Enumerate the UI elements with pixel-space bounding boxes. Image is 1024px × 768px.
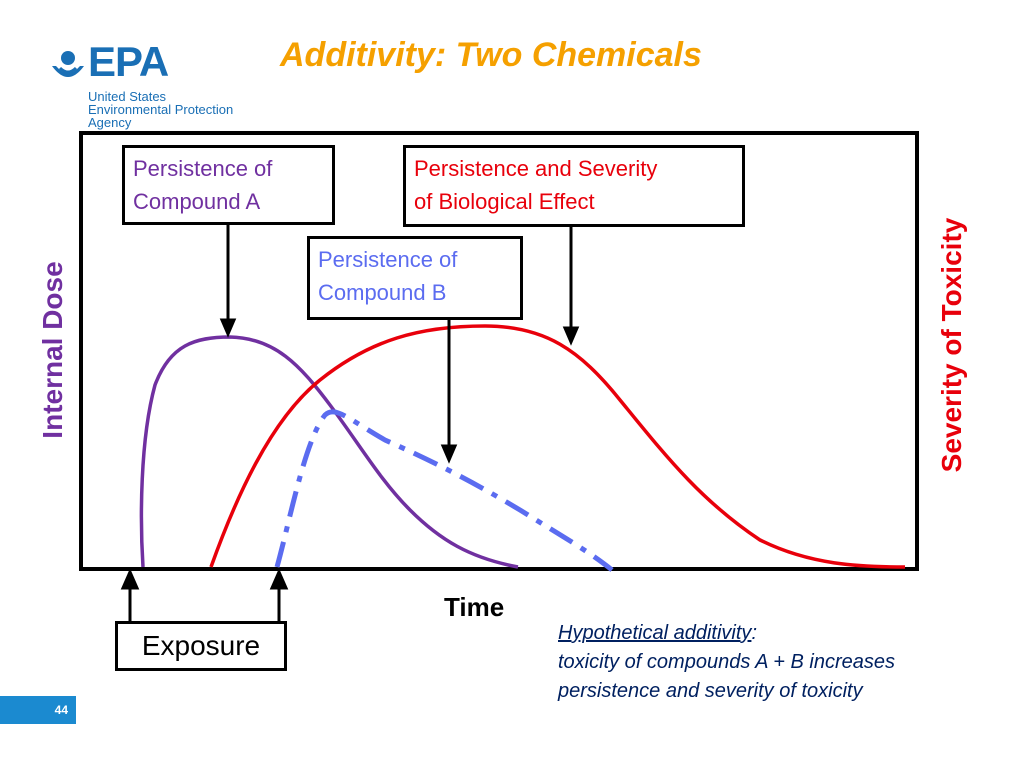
exposure-box: Exposure: [115, 621, 287, 671]
epa-logo-line-1: United States: [88, 89, 167, 104]
page-number: 44: [54, 703, 68, 717]
epa-logo-line-3: Agency: [88, 115, 132, 130]
page-number-bar: 44: [0, 696, 76, 724]
y-axis-label-left: Internal Dose: [37, 261, 68, 439]
epa-seal-icon: [52, 51, 84, 77]
callout-compound-a-line-1: Persistence of: [133, 156, 273, 181]
note-heading-suffix: :: [751, 622, 757, 644]
effect-curve: [209, 324, 906, 569]
slide-title: Additivity: Two Chemicals: [280, 36, 702, 74]
additivity-note: Hypothetical additivity: toxicity of com…: [558, 619, 895, 706]
note-heading: Hypothetical additivity: [558, 622, 752, 644]
y-axis-label-right: Severity of Toxicity: [936, 217, 967, 473]
note-line-1: toxicity of compounds A + B increases: [558, 651, 896, 673]
callout-compound-b: Persistence of Compound B: [307, 236, 523, 320]
epa-logo-word: EPA: [88, 38, 169, 85]
callout-effect-line-2: of Biological Effect: [414, 189, 595, 214]
note-heading-line: Hypothetical additivity:: [558, 619, 895, 648]
compound-a-curve: [139, 335, 519, 569]
compound-b-curve: [274, 409, 614, 572]
epa-logo-line-2: Environmental Protection: [88, 102, 234, 117]
callout-compound-a-line-2: Compound A: [133, 189, 261, 214]
x-axis-label: Time: [444, 592, 505, 622]
note-line-2: persistence and severity of toxicity: [558, 680, 863, 702]
callout-compound-b-line-1: Persistence of: [318, 247, 458, 272]
callout-biological-effect: Persistence and Severity of Biological E…: [403, 145, 745, 227]
callout-effect-line-1: Persistence and Severity: [414, 156, 658, 181]
plot-frame: [79, 131, 919, 571]
callout-compound-b-line-2: Compound B: [318, 280, 447, 305]
epa-logo: EPA United States Environmental Protecti…: [50, 38, 260, 134]
callout-compound-a: Persistence of Compound A: [122, 145, 335, 225]
